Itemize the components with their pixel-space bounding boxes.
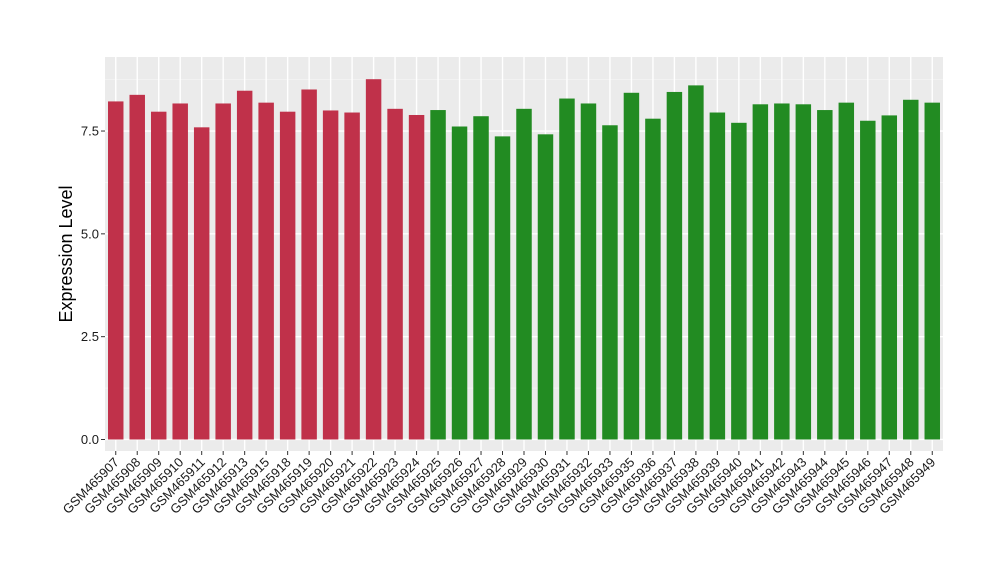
bar-GSM465923 xyxy=(387,108,403,440)
y-tick-label: 2.5 xyxy=(81,329,99,344)
bar-GSM465921 xyxy=(344,112,360,440)
bar-GSM465926 xyxy=(451,126,468,440)
y-tick-label: 0.0 xyxy=(81,432,99,447)
bars xyxy=(108,79,940,440)
bar-GSM465947 xyxy=(881,115,898,440)
bar-GSM465933 xyxy=(602,125,618,440)
bar-GSM465929 xyxy=(516,108,532,440)
bar-GSM465936 xyxy=(645,118,661,440)
bar-GSM465912 xyxy=(215,103,231,440)
bar-GSM465939 xyxy=(709,112,726,440)
y-tick-label: 5.0 xyxy=(81,226,99,241)
bar-GSM465925 xyxy=(430,110,446,440)
bar-GSM465924 xyxy=(408,114,425,440)
bar-GSM465948 xyxy=(903,99,919,440)
bar-GSM465944 xyxy=(817,110,833,440)
bar-GSM465920 xyxy=(322,110,339,440)
bar-GSM465910 xyxy=(172,103,188,440)
bar-GSM465938 xyxy=(688,85,704,440)
bar-GSM465937 xyxy=(666,91,683,440)
y-axis-title: Expression Level xyxy=(56,185,76,322)
bar-GSM465918 xyxy=(279,111,296,440)
bar-GSM465930 xyxy=(537,134,554,440)
bar-GSM465946 xyxy=(860,120,876,440)
bar-GSM465927 xyxy=(473,116,489,440)
bar-GSM465911 xyxy=(193,127,210,440)
bar-GSM465908 xyxy=(129,94,145,440)
bar-GSM465943 xyxy=(795,104,812,440)
x-axis-ticks: GSM465907GSM465908GSM465909GSM465910GSM4… xyxy=(60,451,938,517)
bar-GSM465949 xyxy=(924,102,940,440)
bar-GSM465942 xyxy=(774,103,790,440)
bar-GSM465941 xyxy=(752,104,769,440)
bar-GSM465915 xyxy=(258,102,274,440)
bar-GSM465928 xyxy=(494,136,511,440)
bar-GSM465940 xyxy=(731,122,747,440)
y-tick-label: 7.5 xyxy=(81,124,99,139)
bar-GSM465945 xyxy=(838,102,855,440)
y-axis-ticks: 0.0 2.5 5.0 7.5 xyxy=(81,124,105,447)
bar-GSM465919 xyxy=(301,89,317,440)
bar-GSM465913 xyxy=(236,90,253,440)
bar-GSM465909 xyxy=(150,111,167,440)
bar-GSM465922 xyxy=(365,79,382,440)
bar-GSM465907 xyxy=(108,101,124,440)
bar-GSM465931 xyxy=(559,98,575,440)
bar-GSM465932 xyxy=(580,103,597,440)
bar-GSM465935 xyxy=(623,92,640,440)
